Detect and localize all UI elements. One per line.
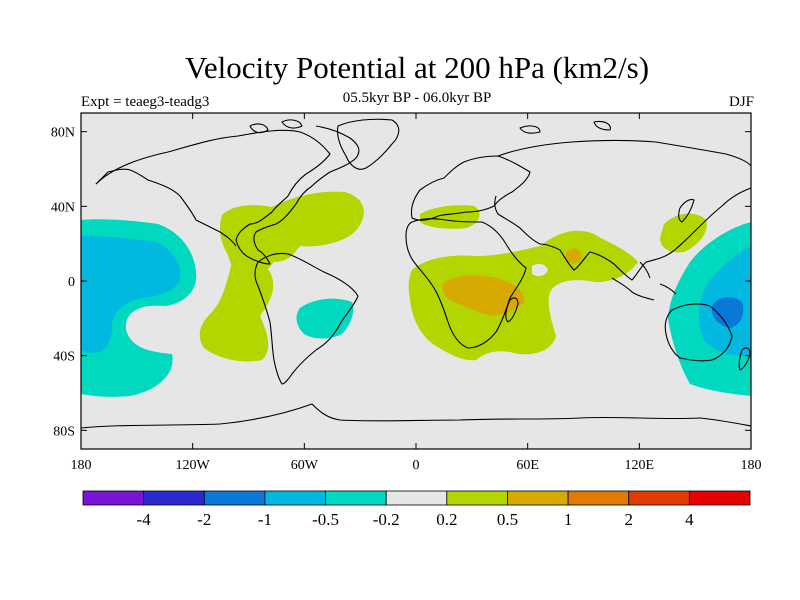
positive-region-east-asia xyxy=(660,213,707,253)
lon-tick-label: 60E xyxy=(516,458,539,473)
coastline-asia xyxy=(494,139,751,281)
positive-region-mediterranean xyxy=(420,205,480,229)
coastline-antarctica xyxy=(81,403,751,429)
lat-tick-label: 40S xyxy=(53,350,75,365)
colorbar-swatch xyxy=(507,490,569,506)
lat-tick-label: 40N xyxy=(51,200,75,215)
lat-tick-label: 80S xyxy=(53,424,75,439)
coastline-madagascar xyxy=(505,297,519,323)
negative-region-pacific-core xyxy=(81,236,181,353)
colorbar-swatch xyxy=(446,490,508,506)
coastline-new-zealand xyxy=(738,347,751,371)
coastline-north-america xyxy=(95,125,360,265)
negative-region-west-pacific-max xyxy=(711,297,744,328)
colorbar-label: -0.2 xyxy=(373,510,400,529)
season-label: DJF xyxy=(728,94,754,110)
coastline-south-america xyxy=(254,252,359,385)
colorbar-label: -4 xyxy=(137,510,152,529)
colorbar-swatch xyxy=(82,490,145,506)
lat-tick-label: 0 xyxy=(68,275,75,290)
lon-tick-label: 120E xyxy=(625,458,655,473)
lon-tick-label: 120W xyxy=(176,458,211,473)
colorbar-label: 4 xyxy=(685,510,694,529)
colorbar-label: -1 xyxy=(258,510,272,529)
colorbar-swatch xyxy=(264,490,326,506)
map-subtitle: 05.5kyr BP - 06.0kyr BP xyxy=(342,90,492,106)
latitude-ticks: 80N 40N 0 40S 80S xyxy=(51,126,751,439)
experiment-label: Expt = teaeg3-teadg3 xyxy=(81,94,210,110)
colorbar-swatch xyxy=(628,490,690,506)
negative-region-south-atlantic xyxy=(296,298,354,339)
colorbar-swatch xyxy=(325,490,387,506)
colorbar-label: 0.5 xyxy=(497,510,518,529)
colorbar-swatch xyxy=(385,490,448,506)
colorbar-swatch xyxy=(567,490,630,506)
coastline-arctic-islands xyxy=(249,119,611,134)
lat-tick-label: 80N xyxy=(51,126,75,141)
positive-region-bay-of-bengal xyxy=(566,248,582,264)
lon-tick-label: 180 xyxy=(741,458,762,473)
coastline-southeast-asia xyxy=(611,261,677,301)
colorbar-label: 2 xyxy=(624,510,633,529)
colorbar-swatch xyxy=(143,490,205,506)
map-title: Velocity Potential at 200 hPa (km2/s) xyxy=(184,50,650,85)
coastline-layer xyxy=(81,118,751,429)
coastline-africa xyxy=(405,218,527,349)
colorbar-label: 0.2 xyxy=(436,510,457,529)
coastline-europe xyxy=(410,155,531,221)
lon-tick-label: 180 xyxy=(71,458,92,473)
coastline-australia xyxy=(664,303,733,362)
colorbar: -4 -2 -1 -0.5 -0.2 0.2 0.5 1 2 4 xyxy=(82,490,751,529)
colorbar-label: -0.5 xyxy=(312,510,339,529)
coastline-greenland xyxy=(336,118,400,170)
colorbar-swatch xyxy=(203,490,266,506)
coastline-japan xyxy=(678,198,695,223)
colorbar-label: 1 xyxy=(564,510,573,529)
lon-tick-label: 60W xyxy=(291,458,319,473)
coastline-alaska-west xyxy=(95,168,237,247)
colorbar-label: -2 xyxy=(197,510,211,529)
contour-fill-layer xyxy=(81,191,751,397)
colorbar-swatch xyxy=(688,490,751,506)
lon-tick-label: 0 xyxy=(413,458,420,473)
positive-region-central-africa xyxy=(442,275,525,316)
longitude-ticks: 180 120W 60W 0 60E 120E 180 xyxy=(71,113,762,473)
positive-region-south-america xyxy=(199,260,274,362)
neutral-patch-indian-ocean xyxy=(532,263,548,277)
